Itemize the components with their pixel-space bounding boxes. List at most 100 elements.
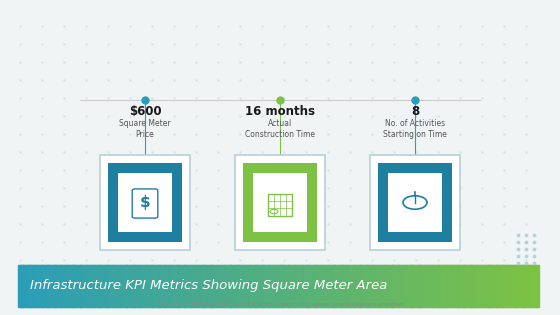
Bar	[139, 265, 142, 307]
Bar	[422, 265, 424, 307]
Bar	[515, 265, 519, 307]
Bar	[68, 265, 71, 307]
Bar	[190, 265, 193, 307]
Bar	[456, 265, 459, 307]
Bar	[224, 265, 227, 307]
Bar	[32, 265, 35, 307]
Bar	[53, 265, 55, 307]
Bar	[122, 265, 125, 307]
Bar	[356, 265, 359, 307]
Bar	[353, 265, 356, 307]
FancyBboxPatch shape	[108, 163, 182, 242]
Bar	[94, 265, 97, 307]
Bar	[389, 265, 392, 307]
Bar	[344, 265, 347, 307]
Bar	[427, 265, 430, 307]
Bar	[110, 265, 113, 307]
Bar	[531, 265, 534, 307]
Bar	[365, 265, 367, 307]
Bar	[42, 265, 45, 307]
Bar	[138, 265, 141, 307]
Bar	[283, 265, 286, 307]
Bar	[469, 265, 472, 307]
Bar	[162, 265, 165, 307]
Bar	[498, 265, 501, 307]
Bar	[467, 265, 470, 307]
Bar	[522, 265, 525, 307]
Bar	[48, 265, 50, 307]
Bar	[134, 265, 137, 307]
Bar	[111, 265, 114, 307]
Bar	[257, 265, 260, 307]
Bar	[337, 265, 340, 307]
Bar	[413, 265, 416, 307]
Bar	[496, 265, 500, 307]
Bar	[384, 265, 386, 307]
Text: 16 months: 16 months	[245, 105, 315, 118]
Bar	[302, 265, 305, 307]
Bar	[96, 265, 99, 307]
Bar	[460, 265, 463, 307]
Bar	[148, 265, 151, 307]
Bar	[500, 265, 503, 307]
Bar	[412, 265, 414, 307]
Bar	[512, 265, 515, 307]
Bar	[124, 265, 127, 307]
Bar	[105, 265, 108, 307]
Bar	[212, 265, 215, 307]
Bar	[505, 265, 508, 307]
Bar	[347, 265, 350, 307]
Bar	[44, 265, 47, 307]
Bar	[507, 265, 510, 307]
Bar	[238, 265, 241, 307]
Bar	[268, 265, 270, 307]
Bar	[244, 265, 246, 307]
Bar	[311, 265, 314, 307]
Bar	[488, 265, 491, 307]
Bar	[70, 265, 73, 307]
Text: Actual: Actual	[268, 119, 292, 128]
Bar	[436, 265, 438, 307]
Bar	[21, 265, 24, 307]
Text: $600: $600	[129, 105, 161, 118]
Bar	[207, 265, 210, 307]
Bar	[167, 265, 170, 307]
Bar	[470, 265, 473, 307]
FancyBboxPatch shape	[388, 173, 442, 232]
Bar	[39, 265, 41, 307]
Bar	[78, 265, 82, 307]
Bar	[510, 265, 513, 307]
Bar	[119, 265, 122, 307]
Bar	[503, 265, 506, 307]
Bar	[146, 265, 149, 307]
Bar	[342, 265, 345, 307]
Bar	[158, 265, 161, 307]
Bar	[23, 265, 26, 307]
Bar	[434, 265, 437, 307]
Bar	[141, 265, 144, 307]
Bar	[181, 265, 184, 307]
Bar	[101, 265, 104, 307]
Bar	[464, 265, 466, 307]
Bar	[58, 265, 60, 307]
Bar	[486, 265, 489, 307]
Bar	[290, 265, 293, 307]
Bar	[89, 265, 92, 307]
Bar	[403, 265, 405, 307]
Bar	[169, 265, 172, 307]
Bar	[86, 265, 88, 307]
Bar	[278, 265, 281, 307]
Bar	[179, 265, 182, 307]
Bar	[491, 265, 494, 307]
Bar	[84, 265, 87, 307]
Bar	[250, 265, 253, 307]
Bar	[228, 265, 231, 307]
Bar	[437, 265, 440, 307]
Bar	[426, 265, 428, 307]
Bar	[49, 265, 52, 307]
Bar	[374, 265, 376, 307]
Bar	[216, 265, 218, 307]
Bar	[136, 265, 139, 307]
Bar	[312, 265, 315, 307]
Bar	[521, 265, 524, 307]
